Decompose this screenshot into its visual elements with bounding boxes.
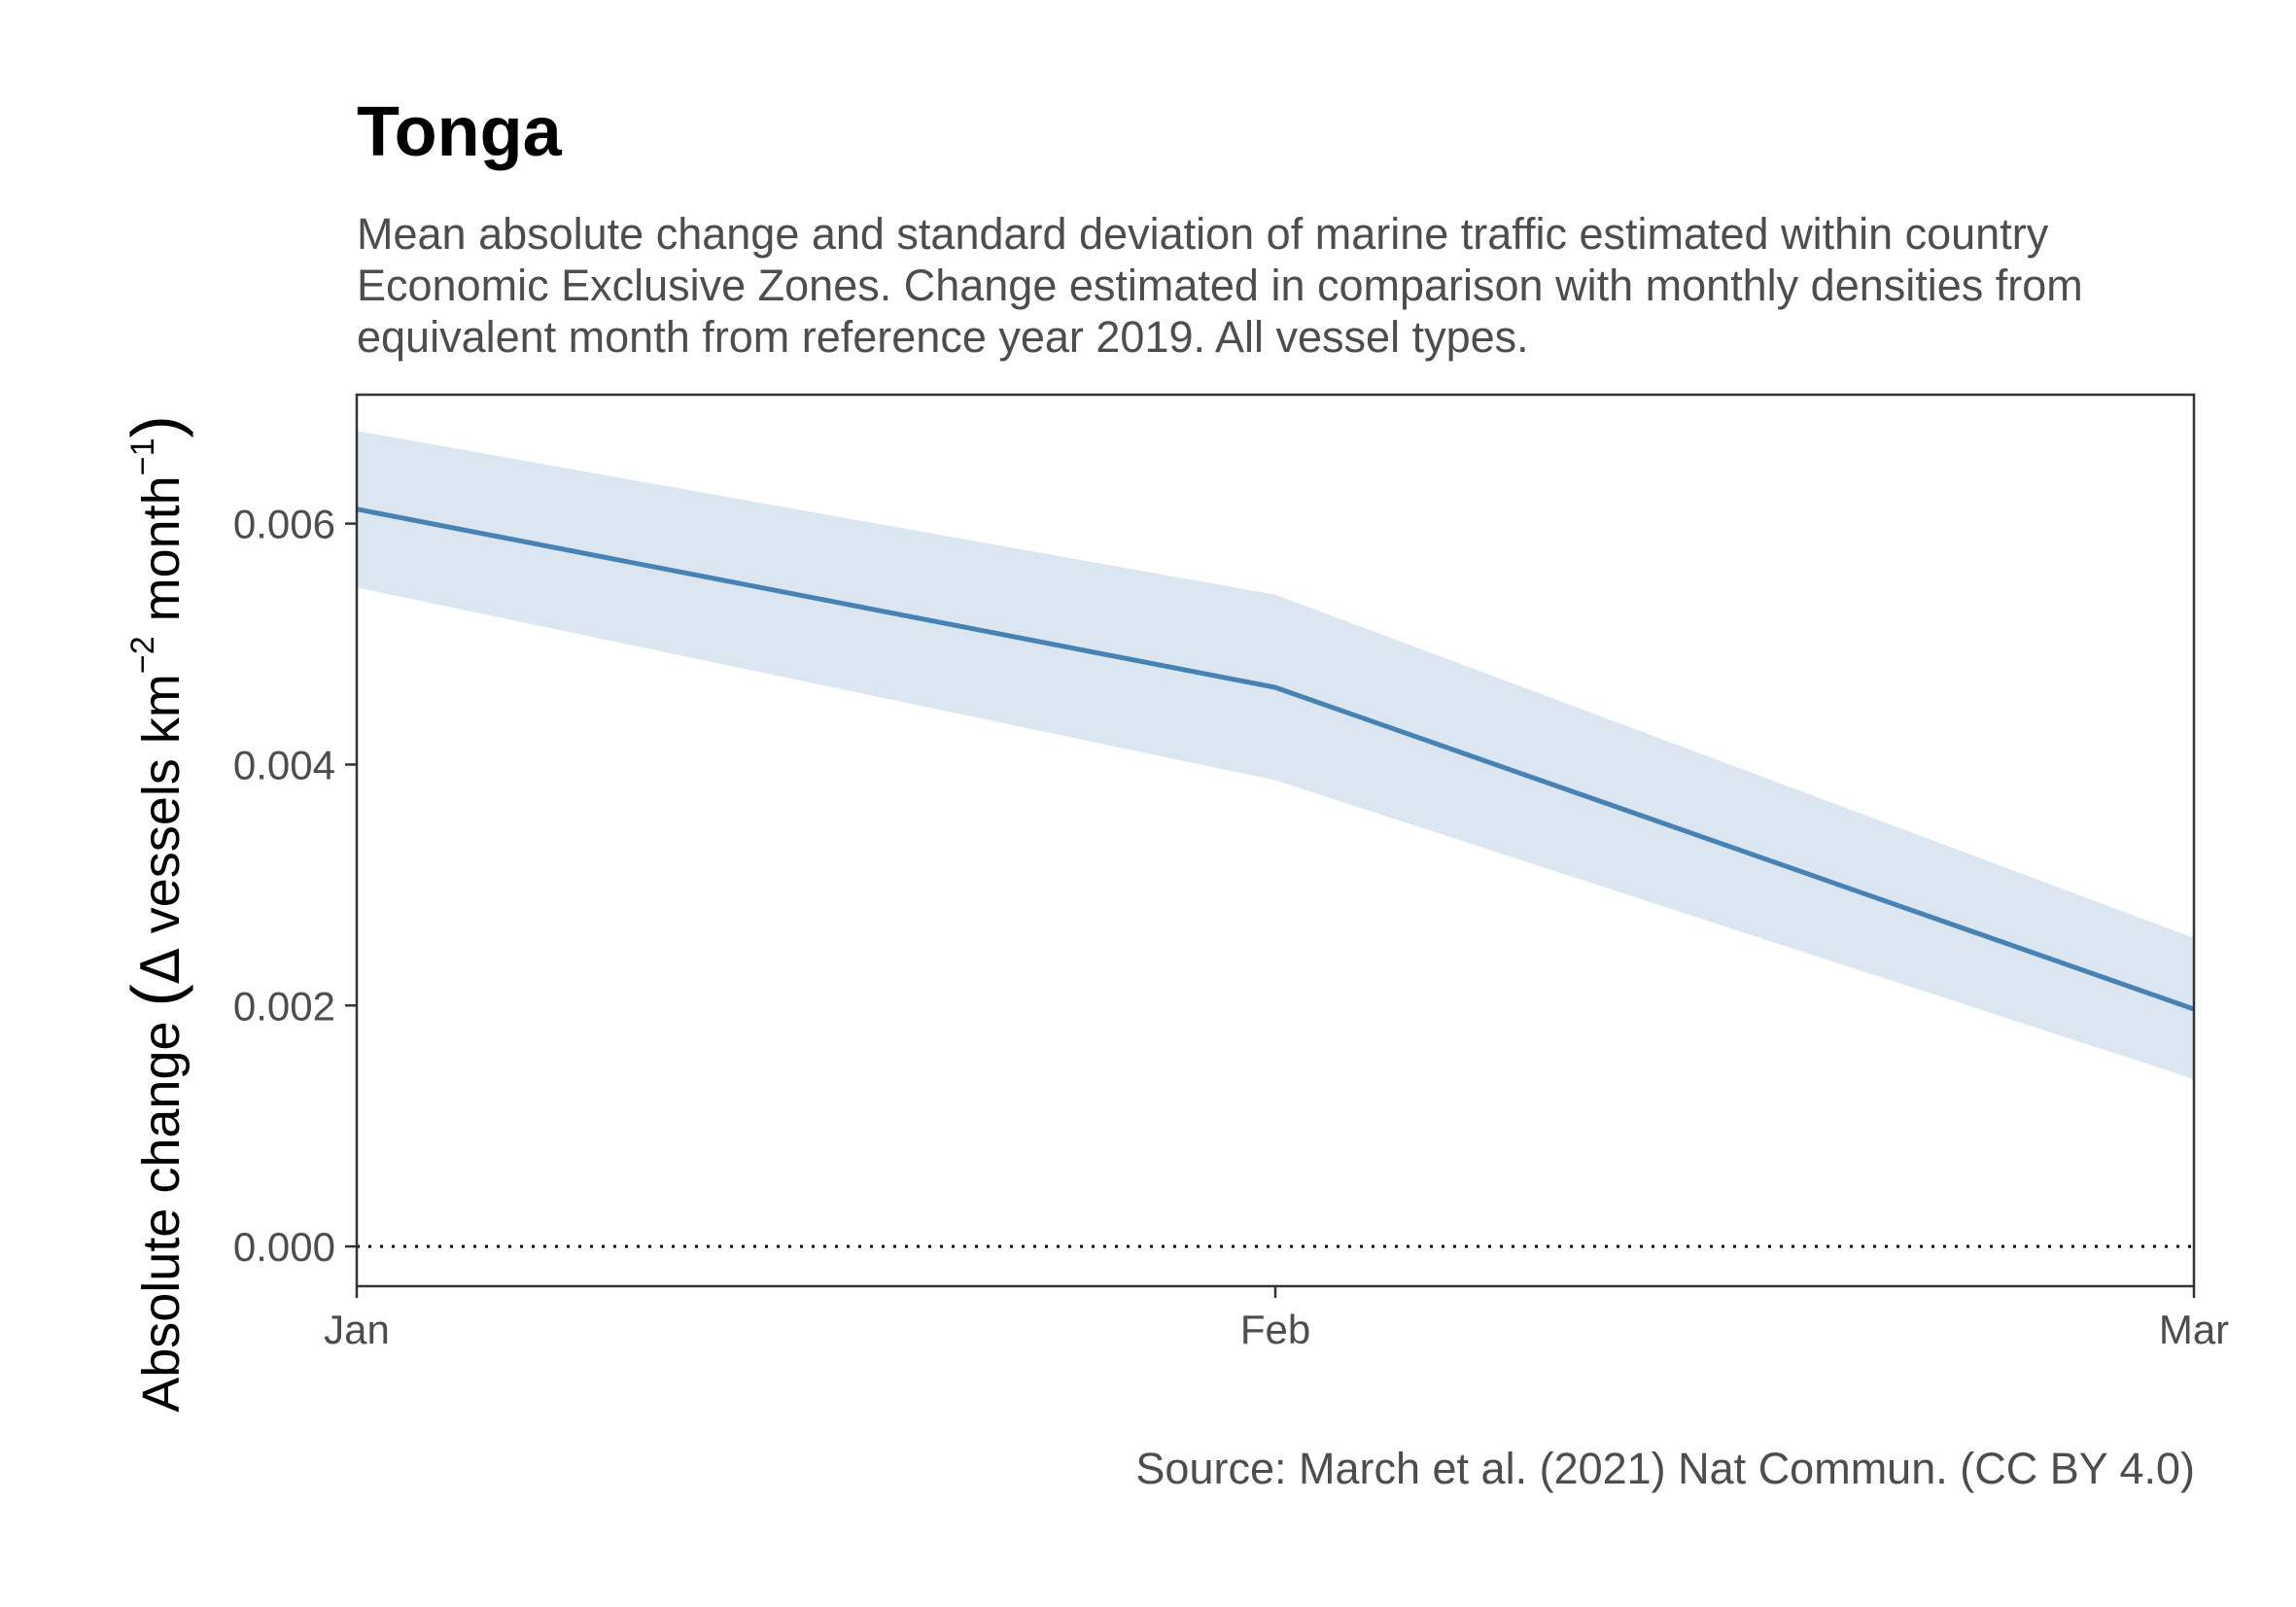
chart-caption: Source: March et al. (2021) Nat Commun. … [1135, 1444, 2195, 1493]
chart-subtitle: Mean absolute change and standard deviat… [357, 209, 2083, 362]
y-tick-label: 0.002 [233, 983, 335, 1029]
x-tick-label: Feb [1240, 1307, 1310, 1352]
x-tick-label: Mar [2159, 1307, 2229, 1352]
y-tick-label: 0.000 [233, 1224, 335, 1270]
y-tick-label: 0.004 [233, 742, 335, 787]
x-tick-label: Jan [324, 1307, 390, 1352]
y-tick-label: 0.006 [233, 502, 335, 547]
mean-change-line [356, 507, 2195, 1012]
sd-ribbon [357, 431, 2194, 1079]
chart-title: Tonga [357, 93, 562, 171]
